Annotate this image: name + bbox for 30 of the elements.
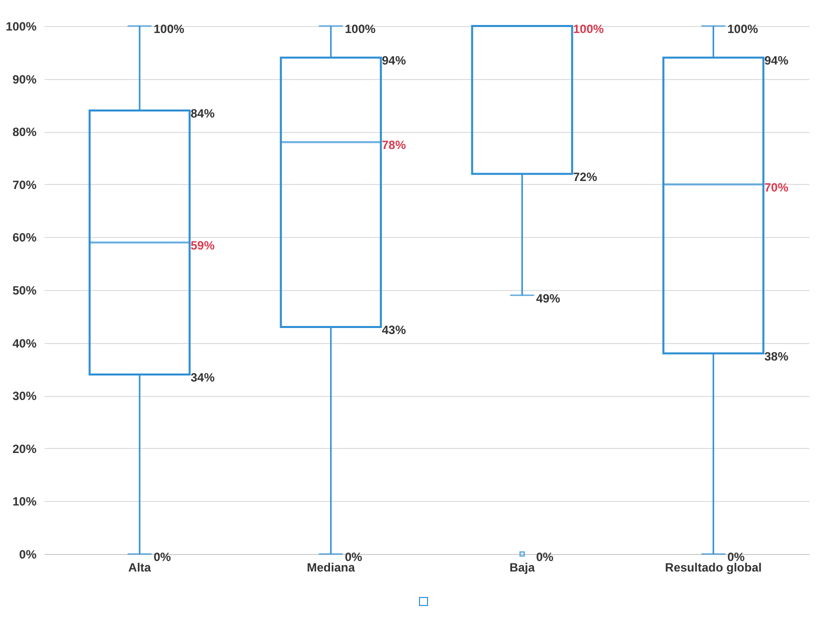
y-tick-label: 50% bbox=[12, 284, 37, 298]
y-tick-label: 40% bbox=[12, 336, 37, 350]
y-tick-label: 100% bbox=[6, 20, 37, 34]
annotation: 94% bbox=[382, 54, 406, 68]
x-tick-label: Alta bbox=[128, 560, 152, 574]
y-tick-label: 80% bbox=[12, 125, 37, 140]
annotation: 70% bbox=[764, 180, 789, 194]
annotation: 72% bbox=[573, 170, 598, 184]
annotation: 94% bbox=[764, 54, 789, 68]
annotation: 100% bbox=[727, 22, 758, 36]
annotation: 84% bbox=[190, 106, 215, 120]
y-tick-label: 20% bbox=[12, 442, 37, 456]
y-tick-label: 70% bbox=[12, 178, 37, 192]
annotation: 49% bbox=[536, 291, 560, 306]
annotation: 78% bbox=[382, 138, 406, 152]
y-tick-label: 0% bbox=[19, 548, 37, 562]
annotation: 38% bbox=[764, 349, 789, 364]
y-tick-label: 30% bbox=[12, 389, 37, 404]
annotation: 43% bbox=[382, 322, 406, 337]
annotation: 0% bbox=[154, 550, 172, 564]
annotation: 100% bbox=[344, 22, 376, 36]
annotation: 34% bbox=[190, 370, 215, 384]
y-tick-label: 10% bbox=[12, 494, 37, 509]
annotation: 0% bbox=[536, 550, 554, 564]
annotation: 100% bbox=[573, 22, 604, 36]
y-tick-label: 60% bbox=[12, 230, 37, 245]
y-tick-label: 90% bbox=[12, 72, 37, 86]
x-tick-label: Baja bbox=[509, 560, 536, 574]
annotation: 59% bbox=[190, 238, 215, 252]
annotation: 100% bbox=[154, 22, 185, 36]
